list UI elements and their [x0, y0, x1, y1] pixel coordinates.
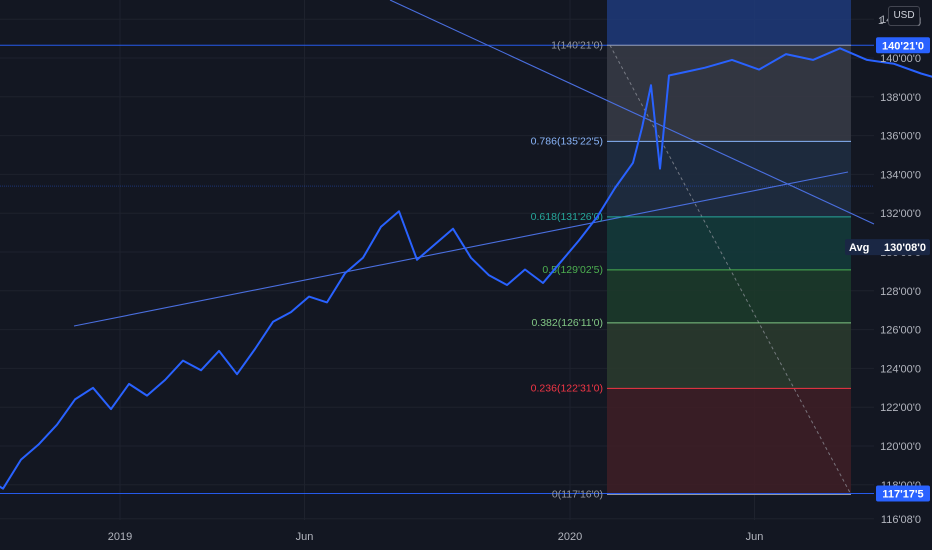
x-tick-label: Jun — [296, 531, 314, 543]
fib-zone — [607, 388, 851, 495]
y-tick-label: 124'00'0 — [880, 363, 921, 375]
x-tick-label: 2020 — [558, 531, 582, 543]
fib-labels: 1(140'21'0) 0.786(135'22'5) 0.618(131'26'0… — [531, 39, 603, 500]
corner-mark: 1 — [878, 16, 884, 27]
y-tick-label: 136'00'0 — [880, 131, 921, 143]
price-badge-bottom-text: 117'17'5 — [882, 489, 923, 501]
avg-badge — [845, 239, 930, 256]
fib-level-label: 0.236(122'31'0) — [531, 382, 603, 394]
fib-level-label: 0(117'16'0) — [552, 489, 603, 501]
y-tick-label: 126'00'0 — [880, 325, 921, 337]
avg-badge-value: 130'08'0 — [884, 242, 926, 254]
fib-zone — [607, 322, 851, 389]
price-badge-top-text: 140'21'0 — [882, 40, 924, 52]
price-badge-bottom — [876, 485, 930, 502]
y-tick-label: 132'00'0 — [880, 208, 921, 220]
y-tick-label: 140'00'0 — [880, 53, 921, 65]
y-tick-label: 128'00'0 — [880, 286, 921, 298]
x-tick-label: Jun — [746, 531, 764, 543]
fib-level-label: 0.786(135'22'5) — [531, 135, 603, 147]
fib-zone — [607, 216, 851, 270]
avg-badge-label: Avg — [849, 242, 869, 254]
y-tick-label: 116'08'0 — [881, 514, 921, 526]
y-axis[interactable]: 116'08'0118'00'0120'00'0122'00'0124'00'0… — [880, 14, 921, 526]
fib-zones — [607, 0, 851, 495]
fib-lines — [607, 44, 851, 495]
trend-line-lower[interactable] — [73, 171, 849, 327]
fib-level-label: 0.382(126'11'0) — [531, 317, 603, 329]
y-tick-label: 138'00'0 — [880, 92, 921, 104]
currency-button[interactable]: USD — [888, 6, 920, 26]
fib-level-label: 1(140'21'0) — [551, 39, 603, 51]
price-badge-top — [876, 37, 930, 54]
price-line — [0, 47, 932, 490]
y-tick-label: 122'00'0 — [880, 402, 921, 414]
corner-mark-left: 1 — [878, 16, 884, 27]
x-tick-label: 2019 — [108, 531, 132, 543]
fib-level-label: 0.618(131'26'0) — [531, 211, 603, 223]
price-series — [0, 47, 932, 490]
y-tick-label: 134'00'0 — [880, 169, 921, 181]
y-tick-label: 120'00'0 — [880, 441, 921, 453]
fib-zone — [607, 269, 851, 323]
trend-line-upper[interactable] — [389, 0, 875, 225]
x-axis[interactable]: 2019Jun2020Jun2021Jun2022 — [108, 531, 932, 543]
fib-zone-top — [607, 0, 851, 46]
